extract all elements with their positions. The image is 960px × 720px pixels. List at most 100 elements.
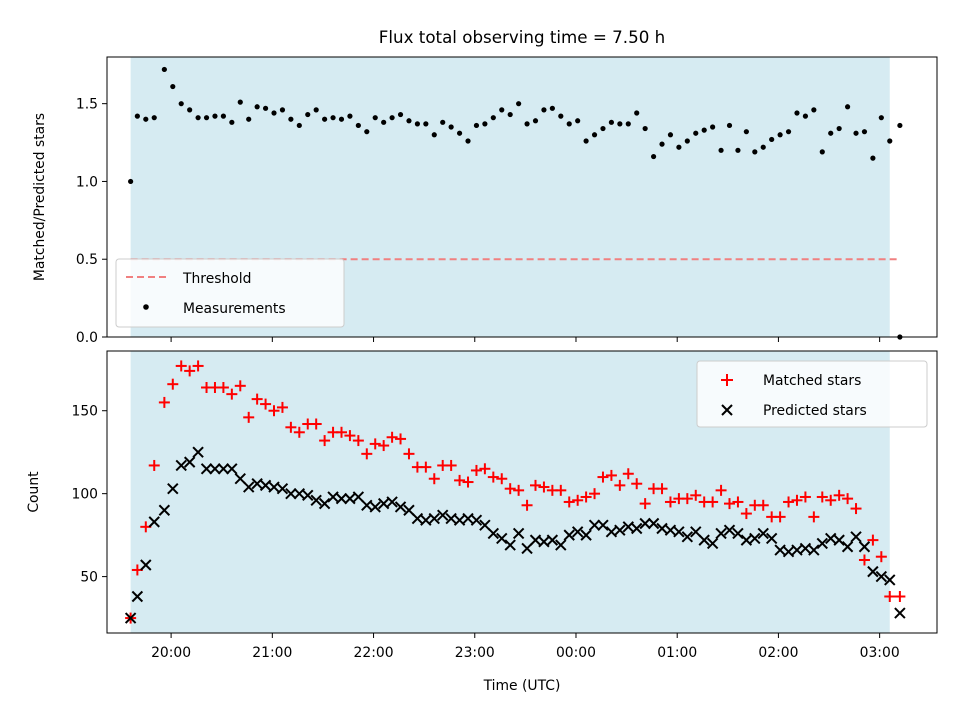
matched-star-point: [504, 483, 516, 495]
predicted-star-point: [453, 514, 466, 526]
matched-star-point: [529, 479, 541, 491]
predicted-star-point: [614, 524, 626, 536]
measurement-point: [769, 136, 775, 143]
predicted-star-point: [428, 512, 440, 525]
matched-star-point: [217, 381, 229, 393]
measurement-point: [364, 129, 370, 135]
predicted-star-point: [148, 516, 160, 528]
predicted-star-point: [706, 537, 719, 550]
predicted-star-point: [327, 491, 339, 503]
measurement-point: [844, 104, 851, 110]
matched-star-point: [833, 489, 845, 501]
predicted-star-point: [749, 532, 761, 545]
matched-star-point: [319, 435, 331, 447]
matched-star-point: [148, 459, 160, 471]
matched-star-point: [335, 426, 347, 438]
predicted-star-point: [875, 570, 888, 583]
measurement-point: [397, 111, 404, 118]
predicted-star-point: [310, 494, 322, 507]
predicted-star-point: [302, 489, 314, 502]
predicted-stars-legend-label: Predicted stars: [763, 403, 867, 419]
matched-star-point: [268, 405, 280, 417]
x-tick-label: 23:00: [455, 645, 495, 661]
measurement-point: [305, 111, 311, 118]
measurement-point: [650, 153, 657, 160]
predicted-star-point: [555, 539, 567, 551]
predicted-star-point: [538, 536, 550, 548]
predicted-star-point: [894, 607, 906, 619]
predicted-star-point: [656, 522, 668, 535]
matched-star-point: [260, 398, 272, 410]
predicted-star-point: [740, 534, 753, 546]
matched-star-point: [310, 418, 322, 430]
measurement-point: [355, 122, 361, 129]
predicted-star-point: [571, 526, 584, 538]
threshold-legend-label: Threshold: [182, 271, 251, 287]
predicted-star-point: [673, 526, 685, 538]
predicted-star-point: [251, 477, 263, 490]
predicted-star-point: [167, 482, 179, 495]
matched-star-point: [386, 431, 398, 443]
matched-star-point: [428, 473, 440, 485]
matched-star-point: [875, 551, 887, 563]
matched-star-point: [378, 440, 390, 452]
matched-star-point: [513, 484, 525, 496]
matched-star-point: [285, 421, 297, 433]
matched-star-point: [884, 591, 896, 603]
measurement-point: [524, 121, 530, 127]
measurement-point: [296, 122, 302, 129]
matched-star-point: [894, 591, 906, 603]
predicted-star-point: [361, 499, 373, 511]
measurement-point: [532, 118, 539, 124]
predicted-star-point: [647, 517, 660, 530]
matched-star-point: [445, 459, 457, 471]
measurement-point: [828, 130, 834, 136]
matched-star-point: [842, 493, 854, 505]
measurement-point: [288, 116, 294, 122]
predicted-star-point: [445, 512, 457, 525]
matched-star-point: [293, 426, 305, 438]
predicted-star-point: [175, 459, 187, 472]
predicted-star-point: [437, 509, 449, 521]
measurement-point: [330, 115, 336, 121]
measurement-point: [347, 113, 353, 119]
matched-star-point: [724, 498, 735, 510]
matched-star-point: [715, 484, 727, 496]
predicted-star-point: [259, 479, 272, 492]
matched-stars-points: [125, 360, 906, 624]
measurement-point: [836, 125, 842, 132]
measurement-point: [726, 122, 733, 129]
predicted-star-point: [597, 519, 609, 531]
measurement-point: [195, 115, 201, 121]
measurement-point: [701, 127, 707, 133]
matched-star-point: [470, 464, 482, 476]
bottom-axes-frame: [106, 350, 938, 634]
chart-title: Flux total observing time = 7.50 h: [379, 27, 665, 47]
matched-star-point: [276, 401, 288, 413]
bottom-x-ticks: 20:00 21:00 22:00 23:00 00:00 01:00 02:00 03:00: [151, 633, 900, 661]
bottom-y-tick-label: 150: [71, 404, 98, 420]
measurement-point: [811, 107, 817, 113]
measurement-point: [229, 119, 235, 125]
measurement-point: [389, 115, 395, 121]
measurement-point: [499, 107, 505, 113]
predicted-star-point: [664, 524, 677, 536]
measurement-point: [151, 115, 157, 121]
matched-star-point: [184, 365, 196, 377]
predicted-star-point: [858, 541, 871, 553]
measurement-point: [887, 138, 893, 144]
measurement-point: [878, 115, 884, 121]
matched-star-point: [361, 448, 373, 460]
x-tick-label: 02:00: [758, 645, 798, 661]
predicted-star-point: [588, 519, 601, 531]
matched-star-point: [572, 494, 584, 506]
measurement-point: [591, 132, 598, 138]
measurement-point: [372, 115, 378, 121]
measurement-point: [456, 130, 463, 136]
matched-star-point: [589, 488, 601, 500]
matched-star-point: [420, 461, 432, 473]
predicted-star-point: [318, 497, 331, 510]
top-legend: Threshold Measurements: [115, 258, 345, 328]
bottom-y-tick-label: 50: [80, 570, 98, 586]
measurement-point: [583, 138, 589, 144]
